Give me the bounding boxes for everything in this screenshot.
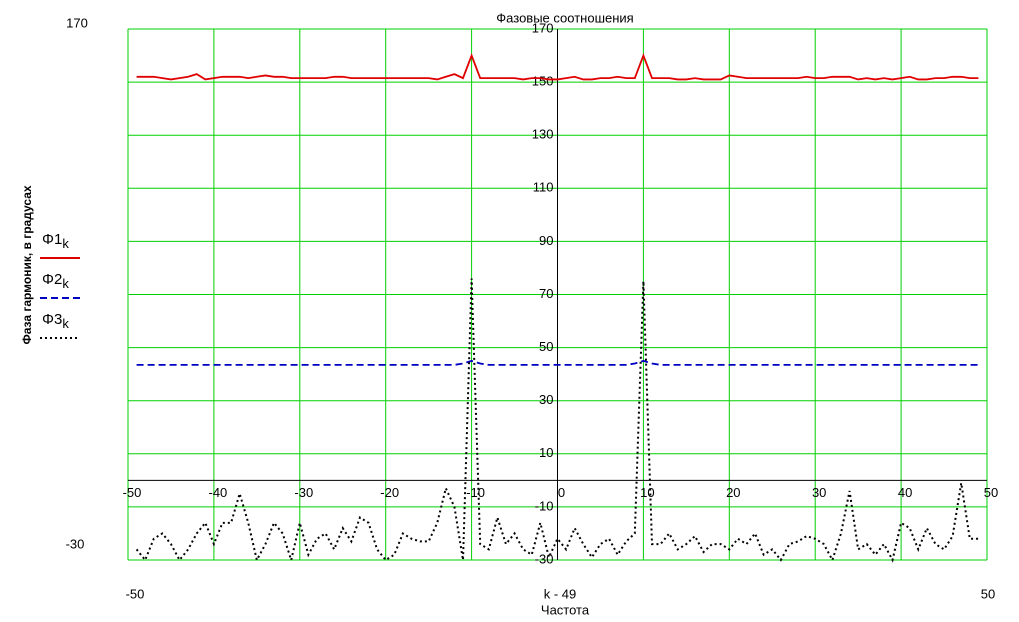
y-tick-label: 150 — [532, 74, 554, 89]
x-tick-label: -30 — [294, 485, 313, 500]
x-tick-label: 20 — [726, 485, 740, 500]
y-tick-label: 90 — [539, 233, 553, 248]
x-tick-label: -10 — [466, 485, 485, 500]
y-tick-label: 170 — [532, 20, 554, 35]
x-tick-label: -50 — [123, 485, 142, 500]
y-tick-label: 50 — [539, 339, 553, 354]
y-min-label: -30 — [66, 536, 85, 551]
x-expression: k - 49 — [544, 586, 577, 601]
series-line — [136, 53, 979, 81]
legend-label: Φ2k — [42, 271, 69, 291]
y-tick-label: 110 — [533, 180, 554, 195]
legend-label: Φ3k — [42, 311, 69, 331]
y-max-label: 170 — [66, 15, 88, 30]
series-line — [136, 359, 979, 366]
x-max-label: 50 — [981, 586, 995, 601]
x-tick-label: 50 — [984, 485, 998, 500]
legend-label: Φ1k — [42, 231, 69, 251]
x-tick-label: 0 — [558, 485, 565, 500]
y-tick-label: 30 — [539, 392, 553, 407]
x-tick-label: -20 — [380, 485, 399, 500]
x-tick-label: 40 — [898, 485, 912, 500]
x-min-label: -50 — [126, 586, 145, 601]
x-tick-label: 30 — [812, 485, 826, 500]
x-tick-label: -40 — [209, 485, 228, 500]
y-tick-label: -10 — [535, 498, 554, 513]
chart-title: Фазовые соотношения — [496, 10, 633, 25]
y-tick-label: 130 — [532, 127, 554, 142]
y-tick-label: 10 — [539, 445, 553, 460]
y-tick-label: 70 — [539, 286, 553, 301]
x-axis-label: Частота — [541, 602, 590, 617]
y-axis-label: Фаза гармоник, в градусах — [20, 185, 34, 344]
x-tick-label: 10 — [640, 485, 654, 500]
